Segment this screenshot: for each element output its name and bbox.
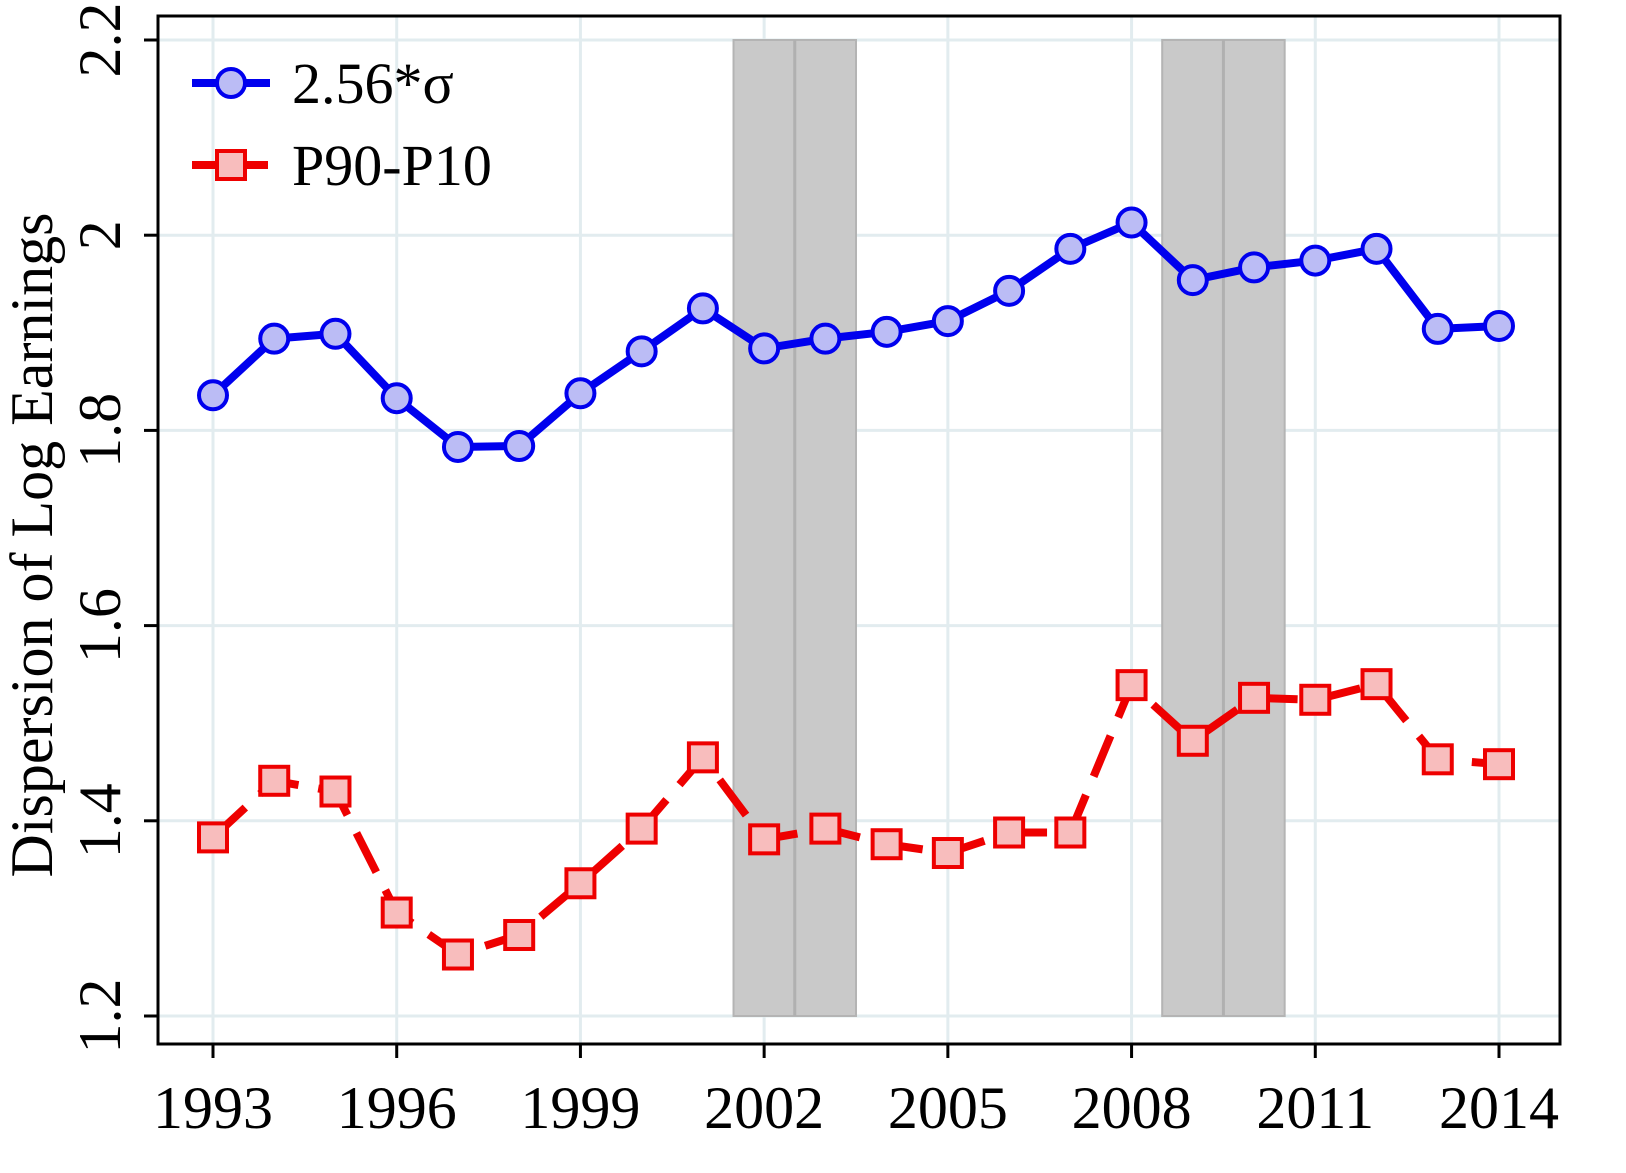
data-point bbox=[1054, 816, 1087, 849]
data-point bbox=[441, 938, 474, 971]
plot-area-frame bbox=[156, 14, 1562, 1046]
data-point bbox=[625, 812, 658, 845]
data-point bbox=[686, 292, 719, 325]
legend-item: 2.56*σ bbox=[192, 51, 454, 116]
data-point bbox=[993, 816, 1026, 849]
data-point bbox=[258, 764, 291, 797]
data-point bbox=[809, 322, 842, 355]
grid-lines bbox=[158, 16, 1560, 1044]
data-point bbox=[380, 896, 413, 929]
data-point bbox=[993, 274, 1026, 307]
x-tick-label: 2008 bbox=[1072, 1075, 1192, 1141]
data-point bbox=[625, 335, 658, 368]
data-point bbox=[1299, 244, 1332, 277]
data-point bbox=[1360, 232, 1393, 265]
y-tick-label: 2 bbox=[67, 220, 133, 250]
y-axis-title: Dispersion of Log Earnings bbox=[0, 213, 65, 878]
data-point bbox=[1421, 312, 1454, 345]
x-tick-label: 1999 bbox=[520, 1075, 640, 1141]
data-point bbox=[258, 322, 291, 355]
data-point bbox=[1115, 206, 1148, 239]
y-tick-label: 1.8 bbox=[67, 393, 133, 468]
axes: 1993 1996 1999 2002 2005 2008 2011 2014 1.2 1.4 1.… bbox=[67, 3, 1559, 1142]
data-point bbox=[441, 430, 474, 463]
x-tick-label: 2014 bbox=[1439, 1075, 1559, 1141]
data-point bbox=[1483, 748, 1515, 781]
data-point bbox=[1176, 724, 1209, 757]
x-tick-label: 2002 bbox=[704, 1075, 824, 1141]
data-point bbox=[1054, 232, 1087, 265]
data-point bbox=[1238, 251, 1271, 284]
x-tick-label: 2005 bbox=[888, 1075, 1008, 1141]
series-p90-p10 bbox=[197, 668, 1515, 971]
data-point bbox=[1299, 683, 1332, 716]
y-tick-label: 1.2 bbox=[67, 979, 133, 1054]
data-point bbox=[1483, 309, 1515, 342]
data-point bbox=[503, 430, 536, 463]
legend: 2.56*σ P90-P10 bbox=[192, 51, 492, 198]
data-point bbox=[564, 867, 597, 900]
data-point bbox=[1238, 681, 1271, 714]
legend-label: P90-P10 bbox=[292, 133, 492, 198]
data-point bbox=[1360, 668, 1393, 701]
legend-marker bbox=[215, 149, 247, 181]
series-sigma bbox=[197, 206, 1515, 463]
data-point bbox=[931, 305, 964, 338]
data-point bbox=[197, 379, 229, 412]
data-point bbox=[748, 823, 781, 856]
data-point bbox=[503, 918, 536, 951]
data-point bbox=[1115, 669, 1148, 702]
x-tick-label: 1996 bbox=[337, 1075, 457, 1141]
series-line bbox=[210, 218, 1500, 451]
data-point bbox=[748, 332, 781, 365]
y-tick-label: 2.2 bbox=[67, 3, 133, 78]
y-tick-label: 1.4 bbox=[67, 783, 133, 858]
data-point bbox=[686, 741, 719, 774]
data-point bbox=[380, 382, 413, 415]
recession-shading bbox=[732, 39, 1286, 1017]
data-point bbox=[1421, 743, 1454, 776]
y-tick-label: 1.6 bbox=[67, 588, 133, 663]
x-tick-label: 2011 bbox=[1256, 1075, 1374, 1141]
x-tick-label: 1993 bbox=[153, 1075, 273, 1141]
series-layer bbox=[197, 206, 1515, 971]
data-point bbox=[319, 317, 352, 350]
legend-marker bbox=[215, 67, 247, 99]
data-point bbox=[197, 821, 229, 854]
data-point bbox=[319, 775, 352, 808]
legend-item: P90-P10 bbox=[192, 133, 492, 198]
data-point bbox=[931, 837, 964, 870]
legend-label: 2.56*σ bbox=[292, 51, 454, 116]
data-point bbox=[564, 377, 597, 410]
data-point bbox=[870, 315, 903, 348]
data-point bbox=[809, 812, 842, 845]
series-line bbox=[210, 680, 1500, 959]
data-point bbox=[870, 828, 903, 861]
data-point bbox=[1176, 264, 1209, 297]
